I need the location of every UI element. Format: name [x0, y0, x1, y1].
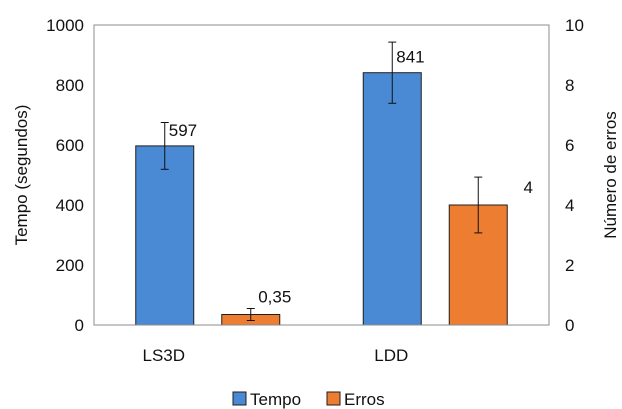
error-bars [160, 41, 483, 321]
y2-tick-label: 4 [565, 196, 574, 215]
y-axis-title: Tempo (segundos) [12, 105, 31, 246]
data-label: 0,35 [258, 288, 291, 307]
legend-label: Erros [344, 390, 385, 409]
right-axis-ticks: 0 2 4 6 8 10 [565, 16, 584, 335]
y2-tick-label: 6 [565, 136, 574, 155]
y-tick-label: 800 [56, 76, 84, 95]
y-tick-label: 200 [56, 256, 84, 275]
bar-tempo [362, 72, 422, 326]
bars [135, 72, 508, 326]
left-axis-ticks: 0 200 400 600 800 1000 [46, 16, 84, 335]
y-tick-label: 1000 [46, 16, 84, 35]
y2-tick-label: 8 [565, 76, 574, 95]
y-tick-label: 0 [75, 316, 84, 335]
category-labels: LS3D LDD [142, 346, 408, 365]
y-tick-label: 600 [56, 136, 84, 155]
bar-erros [448, 204, 508, 326]
data-labels: 597 841 0,35 4 [169, 48, 533, 307]
y2-tick-label: 10 [565, 16, 584, 35]
data-label: 4 [524, 178, 533, 197]
category-label: LDD [374, 346, 408, 365]
legend-swatch-erros [326, 391, 341, 406]
data-label: 841 [396, 48, 424, 67]
y-tick-label: 400 [56, 196, 84, 215]
legend: Tempo Erros [232, 390, 385, 409]
plot-area-frame [93, 24, 550, 326]
bar-tempo [135, 145, 195, 326]
legend-swatch-tempo [232, 391, 247, 406]
y2-tick-label: 2 [565, 256, 574, 275]
legend-label: Tempo [250, 390, 301, 409]
y2-tick-label: 0 [565, 316, 574, 335]
data-label: 597 [169, 121, 197, 140]
y2-axis-title: Número de erros [601, 111, 620, 239]
category-label: LS3D [142, 346, 185, 365]
